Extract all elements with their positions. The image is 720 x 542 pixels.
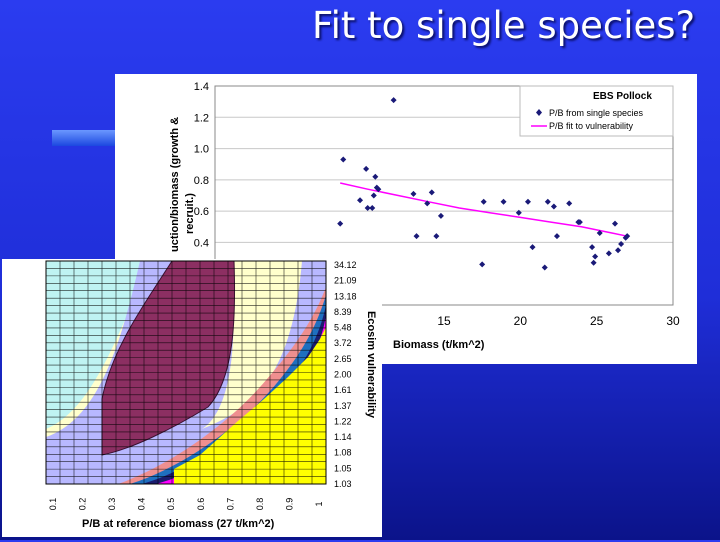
heatmap-y-tick-label: 1.03 bbox=[334, 479, 352, 489]
heatmap-border bbox=[45, 260, 327, 485]
heatmap-x-tick-label: 0.7 bbox=[225, 498, 235, 511]
chart-title: EBS Pollock bbox=[593, 91, 652, 102]
data-point bbox=[590, 259, 597, 266]
y-tick-label: 0.4 bbox=[194, 237, 209, 249]
heatmap-x-tick-label: 1 bbox=[314, 501, 324, 506]
heatmap-plot bbox=[46, 261, 326, 484]
heatmap-y-tick-label: 13.18 bbox=[334, 291, 357, 301]
data-point bbox=[372, 173, 379, 180]
y-tick-label: 1.4 bbox=[194, 81, 209, 93]
data-point bbox=[576, 219, 583, 226]
heatmap-x-tick-label: 0.3 bbox=[107, 498, 117, 511]
heatmap-y-tick-label: 1.05 bbox=[334, 463, 352, 473]
x-tick-label: 20 bbox=[514, 314, 528, 328]
band-yellow bbox=[174, 327, 326, 484]
heatmap-y-axis-label: Ecosim vulnerability bbox=[365, 311, 377, 419]
heatmap-y-tick-label: 1.37 bbox=[334, 401, 352, 411]
slide-title: Fit to single species? bbox=[312, 4, 696, 47]
legend: EBS Pollock P/B from single species P/B … bbox=[519, 85, 674, 137]
data-point bbox=[410, 190, 417, 197]
heatmap-y-tick-label: 8.39 bbox=[334, 307, 352, 317]
x-axis-label: Biomass (t/km^2) bbox=[393, 339, 485, 351]
scatter-chart: 1.4 1.2 1.0 0.8 0.6 0.4 15 20 25 30 EBS Pollock … bbox=[169, 81, 680, 351]
data-point bbox=[624, 233, 631, 240]
accent-bar bbox=[52, 130, 116, 146]
data-point bbox=[566, 200, 573, 207]
data-point bbox=[340, 156, 347, 163]
y-tick-label: 1.2 bbox=[194, 112, 209, 124]
band-teal bbox=[46, 261, 150, 429]
data-point bbox=[433, 233, 440, 240]
heatmap-y-tick-label: 2.00 bbox=[334, 370, 352, 380]
fit-line bbox=[340, 182, 628, 237]
data-point bbox=[357, 197, 364, 204]
heatmap-y-tick-label: 1.08 bbox=[334, 448, 352, 458]
heatmap-y-tick-label: 34.12 bbox=[334, 260, 357, 270]
y-tick-label: 0.8 bbox=[194, 175, 209, 187]
data-point bbox=[370, 192, 377, 199]
data-point bbox=[592, 253, 599, 260]
heatmap-y-tick-label: 21.09 bbox=[334, 276, 357, 286]
x-tick-label: 15 bbox=[437, 314, 451, 328]
data-point bbox=[541, 264, 548, 271]
x-tick-label: 30 bbox=[666, 314, 680, 328]
data-point bbox=[596, 230, 603, 237]
data-point bbox=[553, 233, 560, 240]
heatmap-panel: 34.12 21.09 13.18 8.39 5.48 3.72 2.65 2.00 1.61 1… bbox=[2, 259, 382, 537]
data-point bbox=[364, 205, 371, 212]
heatmap-x-tick-label: 0.9 bbox=[284, 498, 294, 511]
y-axis-label-line-2: recruit.) bbox=[184, 193, 196, 234]
data-point bbox=[615, 247, 622, 254]
heatmap-x-axis-label: P/B at reference biomass (27 t/km^2) bbox=[82, 518, 275, 530]
data-point bbox=[437, 212, 444, 219]
data-point bbox=[480, 198, 487, 205]
data-point bbox=[524, 198, 531, 205]
data-point bbox=[550, 203, 557, 210]
heatmap-chart: 34.12 21.09 13.18 8.39 5.48 3.72 2.65 2.00 1.61 1… bbox=[45, 260, 377, 530]
data-point bbox=[479, 261, 486, 268]
plot-border bbox=[214, 85, 674, 306]
heatmap-x-tick-label: 0.1 bbox=[48, 498, 58, 511]
diamond-marker-icon bbox=[536, 109, 542, 116]
data-point bbox=[515, 209, 522, 216]
legend-item-single-species: P/B from single species bbox=[549, 108, 644, 118]
data-point bbox=[413, 233, 420, 240]
y-axis-label-line-1: uction/biomass (growth & bbox=[169, 117, 181, 252]
data-point bbox=[424, 200, 431, 207]
data-point bbox=[390, 97, 397, 104]
y-tick-label: 0.6 bbox=[194, 206, 209, 218]
heatmap-x-tick-label: 0.8 bbox=[255, 498, 265, 511]
heatmap-y-tick-label: 1.14 bbox=[334, 432, 352, 442]
heatmap-x-tick-label: 0.4 bbox=[137, 498, 147, 511]
data-point bbox=[544, 198, 551, 205]
data-point bbox=[500, 198, 507, 205]
data-point bbox=[337, 220, 344, 227]
heatmap-y-tick-label: 5.48 bbox=[334, 323, 352, 333]
heatmap-y-tick-label: 2.65 bbox=[334, 354, 352, 364]
heatmap-y-tick-label: 1.61 bbox=[334, 385, 352, 395]
data-point bbox=[529, 244, 536, 251]
heatmap-x-tick-label: 0.5 bbox=[166, 498, 176, 511]
data-point bbox=[618, 240, 625, 247]
data-point bbox=[428, 189, 435, 196]
heatmap-y-tick-label: 3.72 bbox=[334, 338, 352, 348]
heatmap-y-tick-label: 1.22 bbox=[334, 416, 352, 426]
data-point bbox=[589, 244, 596, 251]
data-point bbox=[363, 165, 370, 172]
data-point bbox=[605, 250, 612, 257]
x-tick-label: 25 bbox=[590, 314, 604, 328]
heatmap-x-tick-label: 0.2 bbox=[78, 498, 88, 511]
legend-item-fit: P/B fit to vulnerability bbox=[549, 121, 634, 131]
data-point bbox=[375, 186, 382, 193]
data-point bbox=[369, 205, 376, 212]
heatmap-x-tick-label: 0.6 bbox=[196, 498, 206, 511]
y-tick-label: 1.0 bbox=[194, 144, 209, 156]
data-point bbox=[611, 220, 618, 227]
